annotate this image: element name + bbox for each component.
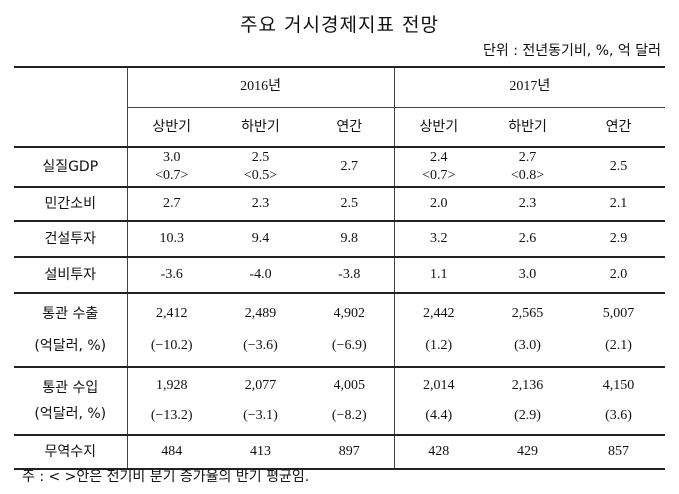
cell: 9.8 [305,220,395,257]
cell: 2.6 [483,220,573,257]
year-header-2017: 2017년 [394,66,666,108]
cell: 429 [483,434,573,470]
indicator-table: 2016년 2017년 상반기 하반기 연간 상반기 하반기 연간 실질GDP … [14,66,666,470]
footnote: 주 : < >안은 전기비 분기 증가율의 반기 평균임. [22,469,310,485]
cell: 428 [394,434,484,470]
row-label: 건설투자 [14,220,128,257]
cell: 2.0 [572,256,666,293]
cell: 2.9 [572,220,666,257]
row-label: 민간소비 [14,186,128,221]
cell: 2.5 [305,186,395,221]
cell: -3.6 [127,256,216,293]
period-header: 연간 [305,107,395,147]
cell: 10.3 [127,220,216,257]
row-label: 무역수지 [14,434,128,470]
table-row: 건설투자 10.3 9.4 9.8 3.2 2.6 2.9 [14,220,666,257]
cell: -3.8 [305,256,395,293]
row-label: 실질GDP [14,146,128,187]
row-label: 설비투자 [14,256,128,293]
period-header: 하반기 [241,118,280,135]
table-row: 실질GDP 3.0 <0.7> 2.5 <0.5> 2.7 2.4 <0.7> 2.7… [14,146,666,187]
period-header: 연간 [605,118,632,135]
cell: 9.4 [216,220,305,257]
cell: 413 [216,434,305,470]
table-row: 무역수지 484 413 897 428 429 857 [14,434,666,470]
cell: 484 [127,434,216,470]
table-row: 통관 수출 (억달러, %) 2,412 (−10.2) 2,489 (−3.6) … [14,292,666,367]
cell: 3.2 [394,220,484,257]
period-header: 상반기 [419,118,459,135]
row-label: 통관 수입 (억달러, %) [14,366,128,435]
cell: 1.1 [394,256,484,293]
period-header: 하반기 [508,118,547,135]
cell: 857 [572,434,666,470]
cell: -4.0 [216,256,305,293]
cell: 2.0 [394,186,484,221]
corner-cell [14,66,128,147]
cell: 897 [305,434,395,470]
cell: 2.1 [572,186,666,221]
table-row: 통관 수입 (억달러, %) 1,928 (−13.2) 2,077 (−3.1) … [14,366,666,435]
row-label: 통관 수출 (억달러, %) [14,292,128,367]
cell: 2.3 [483,186,573,221]
year-header-2016: 2016년 [127,66,395,108]
unit-label: 단위 : 전년동기비, %, 억 달러 [483,43,661,59]
cell: 3.0 [483,256,573,293]
period-header: 상반기 [152,118,192,135]
table-row: 설비투자 -3.6 -4.0 -3.8 1.1 3.0 2.0 [14,256,666,293]
table-title: 주요 거시경제지표 전망 [240,14,439,36]
cell: 2.3 [216,186,305,221]
cell: 2.7 [127,186,216,221]
table-row: 민간소비 2.7 2.3 2.5 2.0 2.3 2.1 [14,186,666,221]
